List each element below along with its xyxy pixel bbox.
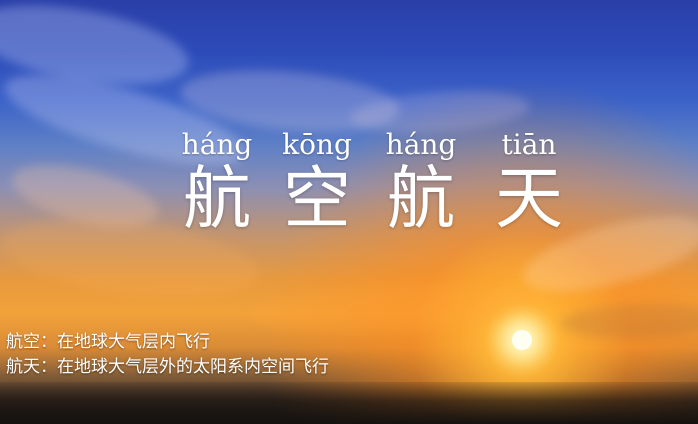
pinyin-kong: kōng: [282, 128, 352, 161]
pinyin-row: háng kōng háng tiān: [0, 128, 698, 162]
character-tian: 天: [494, 160, 563, 239]
pinyin-tian: tiān: [501, 128, 557, 161]
cloud: [559, 301, 698, 341]
title-characters: 航 空 航 天: [0, 160, 698, 240]
pinyin-hang-1: háng: [181, 128, 253, 161]
character-hang-2: 航: [386, 160, 455, 239]
definition-aviation: 航空：在地球大气层内飞行: [6, 332, 210, 352]
ground-silhouette: [0, 382, 698, 424]
definitions: 航空：在地球大气层内飞行 航天：在地球大气层外的太阳系内空间飞行: [6, 330, 486, 380]
character-kong: 空: [282, 160, 351, 239]
sun: [512, 330, 532, 350]
character-hang-1: 航: [182, 160, 251, 239]
definition-spaceflight: 航天：在地球大气层外的太阳系内空间飞行: [6, 357, 329, 377]
pinyin-hang-2: háng: [385, 128, 457, 161]
